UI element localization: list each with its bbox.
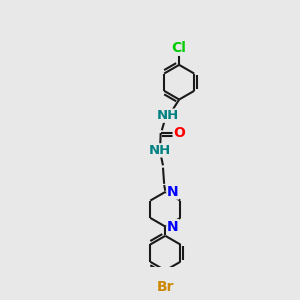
Text: O: O: [173, 126, 185, 140]
Text: NH: NH: [148, 144, 171, 157]
Text: N: N: [167, 185, 178, 199]
Text: Br: Br: [157, 280, 174, 294]
Text: Cl: Cl: [172, 41, 187, 55]
Text: N: N: [167, 220, 178, 234]
Text: NH: NH: [157, 109, 179, 122]
